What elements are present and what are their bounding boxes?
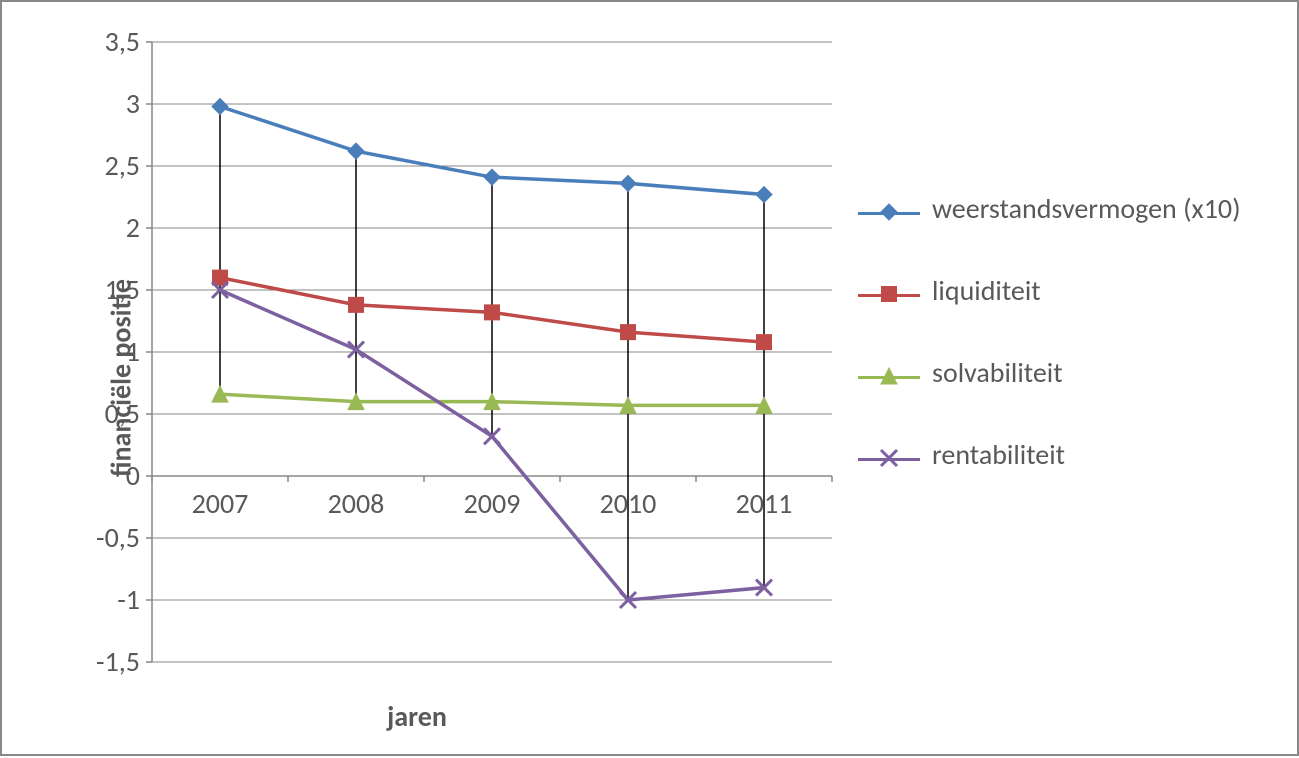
series-marker (349, 297, 364, 312)
series-marker (621, 325, 636, 340)
legend-swatch (858, 280, 920, 308)
legend-item: solvabiliteit (858, 356, 1278, 390)
y-tick-label: -1 (80, 582, 140, 617)
legend-label: rentabiliteit (932, 438, 1065, 472)
series-marker (485, 305, 500, 320)
x-category-label: 2008 (306, 486, 406, 521)
y-tick-label: 0,5 (80, 396, 140, 431)
chart-container: financiële positie jaren weerstandsvermo… (0, 0, 1299, 756)
x-category-label: 2009 (442, 486, 542, 521)
series-marker (756, 187, 772, 203)
series-marker (212, 98, 228, 114)
legend-label: weerstandsvermogen (x10) (932, 192, 1241, 226)
legend-label: solvabiliteit (932, 356, 1063, 390)
y-tick-label: 2,5 (80, 148, 140, 183)
x-category-label: 2007 (170, 486, 270, 521)
legend-item: weerstandsvermogen (x10) (858, 192, 1278, 226)
series-marker (484, 169, 500, 185)
series-marker (620, 175, 636, 191)
y-tick-label: 3,5 (80, 24, 140, 59)
y-tick-label: -1,5 (80, 644, 140, 679)
legend-swatch (858, 362, 920, 390)
legend-item: rentabiliteit (858, 438, 1278, 472)
legend: weerstandsvermogen (x10) liquiditeit solva… (858, 192, 1278, 520)
series-marker (348, 143, 364, 159)
y-tick-label: 1 (80, 334, 140, 369)
y-tick-label: 2 (80, 210, 140, 245)
legend-label: liquiditeit (932, 274, 1041, 308)
y-axis-title: financiële positie (104, 279, 139, 477)
x-category-label: 2010 (578, 486, 678, 521)
y-tick-label: -0,5 (80, 520, 140, 555)
y-tick-label: 1,5 (80, 272, 140, 307)
legend-swatch (858, 198, 920, 226)
x-category-label: 2011 (714, 486, 814, 521)
legend-swatch (858, 444, 920, 472)
y-tick-label: 0 (80, 458, 140, 493)
y-tick-label: 3 (80, 86, 140, 121)
x-axis-title: jaren (2, 699, 832, 734)
series-marker (757, 335, 772, 350)
legend-item: liquiditeit (858, 274, 1278, 308)
